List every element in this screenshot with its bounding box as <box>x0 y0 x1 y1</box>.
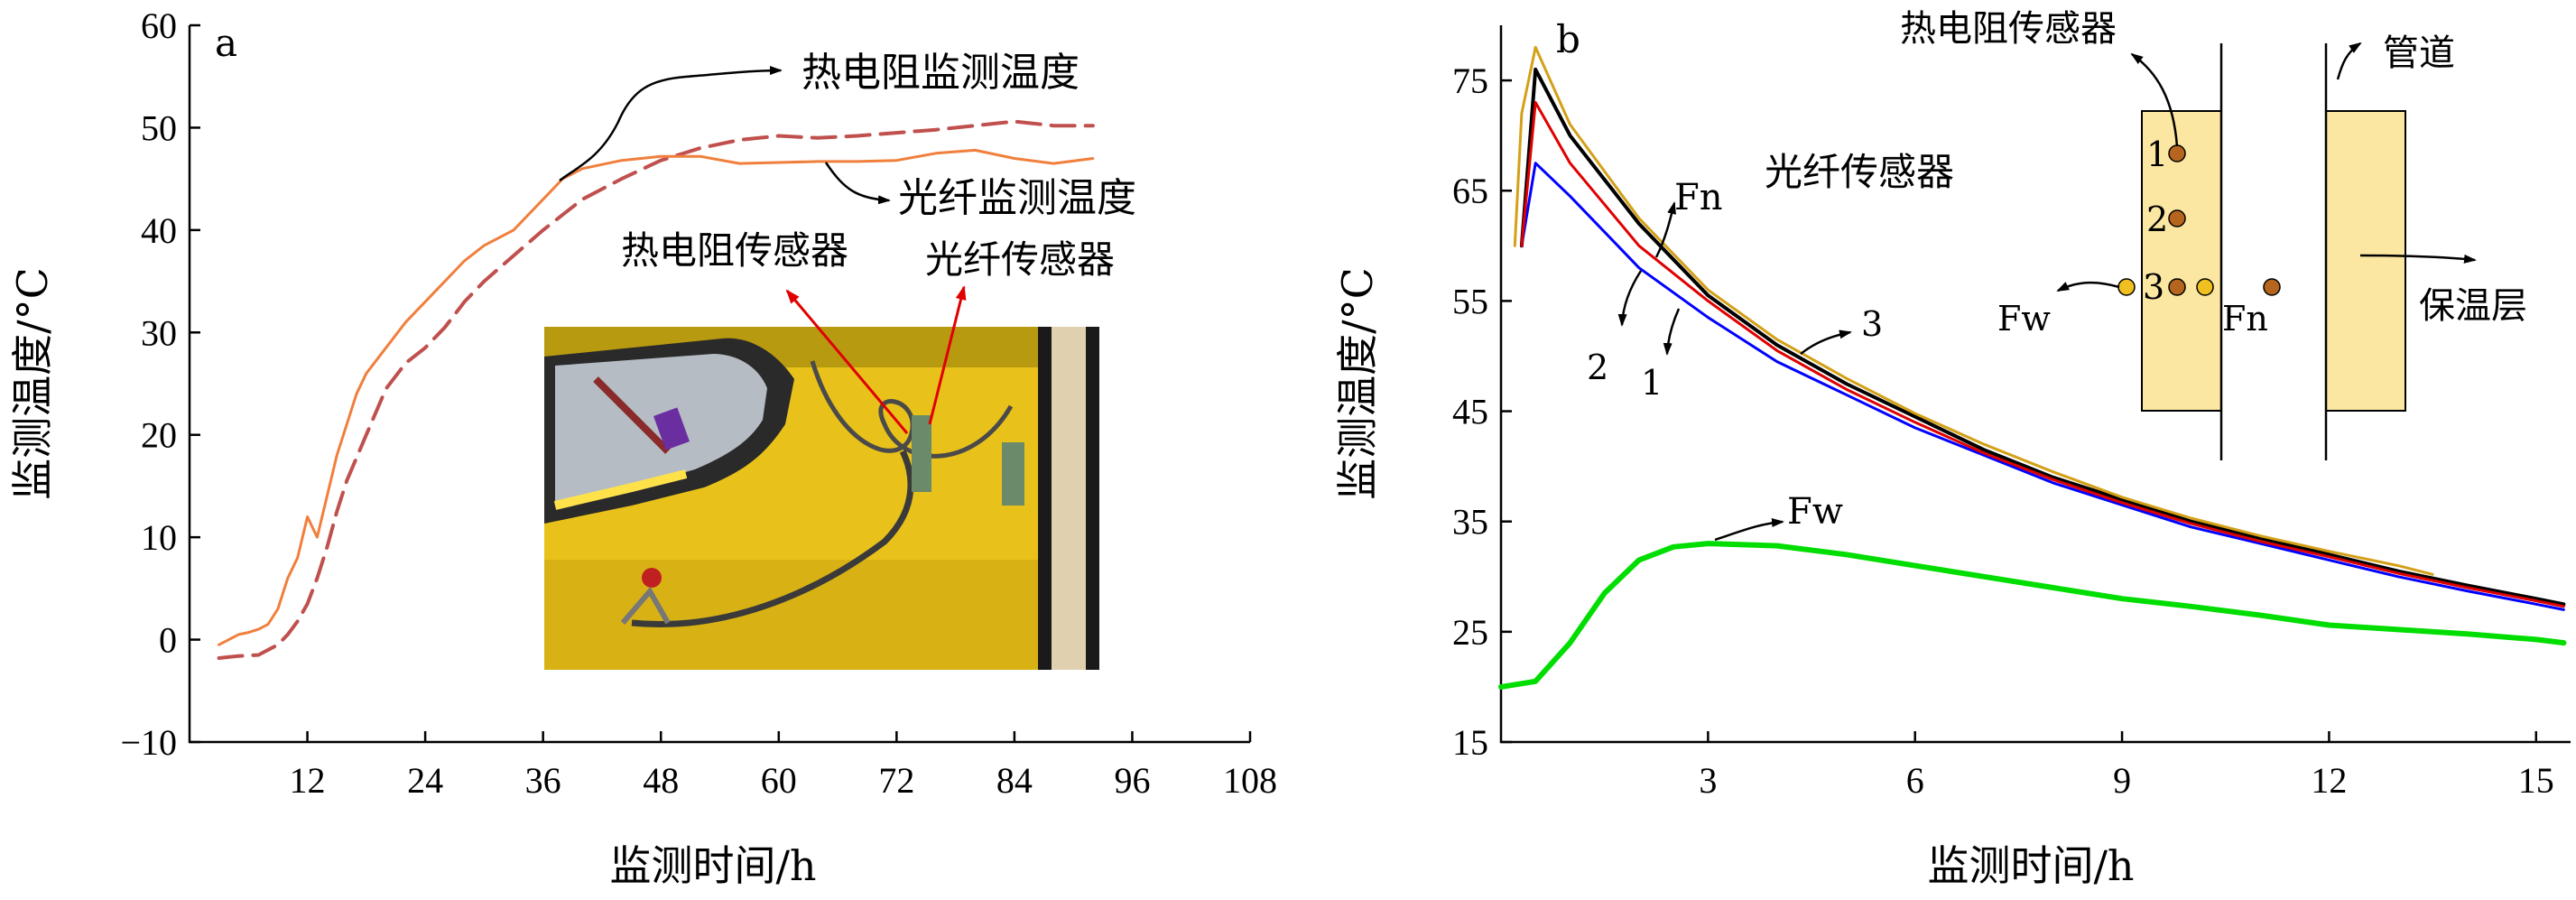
series-line-s2 <box>1520 101 2565 608</box>
fw-label: Fw <box>1787 491 1843 533</box>
x-tick-label: 12 <box>2311 760 2347 801</box>
y-tick-label: 20 <box>141 415 177 456</box>
pipe-schematic <box>2056 42 2477 460</box>
panel-a-x-ticks: 12 24 36 48 60 72 84 96 108 <box>290 731 1277 801</box>
rtd-temp-arrow <box>559 66 783 182</box>
x-tick-label: 84 <box>996 760 1033 801</box>
y-tick-label: −10 <box>120 722 177 763</box>
series-line-s1 <box>1520 162 2565 611</box>
panel-b-y-ticks: 15 25 35 45 55 65 75 <box>1452 60 1512 763</box>
series-line-rtd <box>217 119 1095 660</box>
x-tick-label: 3 <box>1699 760 1717 801</box>
schematic-point-1: 1 <box>2146 135 2168 174</box>
schematic-point-2: 2 <box>2146 199 2168 239</box>
panel-b-letter: b <box>1556 17 1580 61</box>
panel-b-x-axis-label: 监测时间/h <box>1927 841 2134 890</box>
y-tick-label: 60 <box>141 5 177 46</box>
y-tick-label: 10 <box>141 517 177 558</box>
x-tick-label: 48 <box>643 760 679 801</box>
panel-b-y-axis-label: 监测温度/°C <box>1333 267 1382 500</box>
y-tick-label: 65 <box>1452 171 1488 211</box>
series-line-fiber <box>218 148 1095 646</box>
fiber-temp-label: 光纤监测温度 <box>898 175 1136 221</box>
x-tick-label: 36 <box>525 760 561 801</box>
fn-label: Fn <box>1674 177 1723 218</box>
y-tick-label: 50 <box>141 107 177 148</box>
panel-a-letter: a <box>215 21 237 65</box>
schematic-fw-label: Fw <box>1997 299 2051 339</box>
fiber-sensor-label: 光纤传感器 <box>925 237 1115 282</box>
series-line-fn <box>1519 67 2566 607</box>
curve-1-label: 1 <box>1641 363 1663 403</box>
panel-a: −10 0 10 20 30 40 50 60 12 24 36 48 60 72 84 96 108 a 监… <box>8 5 1277 890</box>
panel-a-series <box>217 119 1095 660</box>
rtd-temp-label: 热电阻监测温度 <box>802 50 1080 96</box>
panel-a-x-axis-label: 监测时间/h <box>609 841 816 890</box>
panel-b-series <box>1498 45 2567 690</box>
label-2-arrow <box>1617 270 1643 327</box>
y-tick-label: 40 <box>141 210 177 251</box>
label-3-arrow <box>1800 329 1852 355</box>
label-1-arrow <box>1663 308 1681 356</box>
panel-b-x-ticks: 3 6 9 12 15 <box>1699 731 2554 801</box>
x-tick-label: 6 <box>1906 760 1924 801</box>
x-tick-label: 12 <box>290 760 326 801</box>
y-tick-label: 30 <box>141 312 177 353</box>
y-tick-label: 55 <box>1452 281 1488 321</box>
panel-a-y-ticks: −10 0 10 20 30 40 50 60 <box>120 5 200 763</box>
y-tick-label: 35 <box>1452 502 1488 543</box>
rtd-sensor-schematic-label: 热电阻传感器 <box>1900 8 2117 50</box>
x-tick-label: 72 <box>878 760 914 801</box>
curve-2-label: 2 <box>1587 348 1608 387</box>
series-line-fw <box>1498 541 2567 690</box>
y-tick-label: 0 <box>159 620 177 661</box>
series-line-s3 <box>1513 45 2434 576</box>
fiber-temp-arrow <box>824 162 891 205</box>
x-tick-label: 9 <box>2113 760 2131 801</box>
insulation-label: 保温层 <box>2419 285 2527 327</box>
y-tick-label: 15 <box>1452 722 1488 763</box>
x-tick-label: 108 <box>1223 760 1277 801</box>
y-tick-label: 45 <box>1452 392 1488 432</box>
sensor-photo <box>544 327 1099 670</box>
fw-arrow <box>1714 517 1784 542</box>
fn-arrow <box>1654 201 1676 258</box>
x-tick-label: 24 <box>407 760 443 801</box>
rtd-sensor-pointer <box>785 289 909 434</box>
schematic-point-3: 3 <box>2143 267 2164 307</box>
panel-a-y-axis-label: 监测温度/°C <box>8 267 57 500</box>
fiber-sensor-text: 光纤传感器 <box>1765 150 1954 194</box>
x-tick-label: 60 <box>761 760 797 801</box>
y-tick-label: 25 <box>1452 612 1488 653</box>
y-tick-label: 75 <box>1452 60 1488 101</box>
x-tick-label: 96 <box>1114 760 1150 801</box>
pipe-label: 管道 <box>2383 32 2455 74</box>
x-tick-label: 15 <box>2518 760 2554 801</box>
schematic-fn-label: Fn <box>2222 299 2268 339</box>
rtd-sensor-label: 热电阻传感器 <box>621 228 848 273</box>
curve-3-label: 3 <box>1861 304 1883 344</box>
fiber-sensor-pointer <box>928 285 967 425</box>
